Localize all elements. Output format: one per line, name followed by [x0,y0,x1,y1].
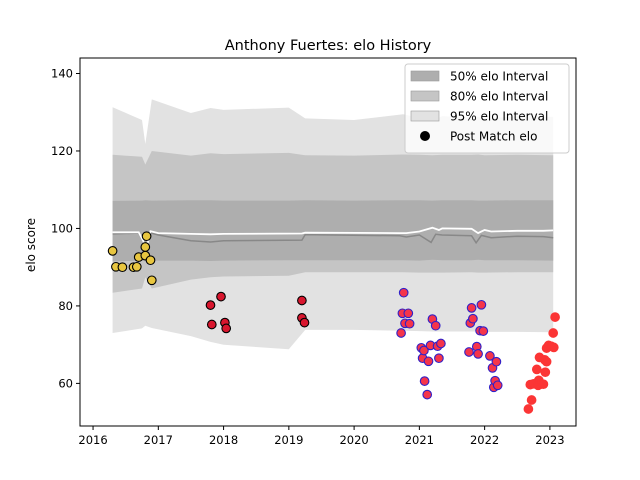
band-50 [112,200,554,262]
match-point [140,242,151,252]
y-axis-label: elo score [24,218,38,272]
legend-box [404,63,570,154]
legend-swatch [410,90,440,102]
post-match-points [107,231,560,414]
match-point [526,395,537,405]
match-point [206,319,217,330]
axes: 2016 2017 2018 2019 2020 2021 2022 2023 60 80 100 1… [51,57,577,447]
match-point [473,349,483,359]
chart-title: Anthony Fuertes: elo History [225,38,432,54]
match-point [423,356,434,367]
match-point [403,308,414,319]
match-point [531,364,542,375]
match-point [523,404,534,414]
match-point [299,317,310,328]
match-point [216,291,226,302]
match-point [485,351,495,361]
match-point [434,353,444,364]
interval-bands [112,99,554,350]
match-point [396,328,406,338]
match-point [117,262,128,273]
x-tick-label: 2022 [470,433,499,447]
legend-label: 80% elo Interval [450,90,548,104]
match-point [221,323,232,334]
legend-label: 95% elo Interval [450,110,548,124]
x-tick-label: 2021 [405,433,434,447]
match-point [466,303,477,313]
y-tick-label: 80 [58,299,73,313]
x-tick-label: 2018 [209,433,238,447]
y-tick-label: 120 [51,144,73,158]
match-point [476,299,487,310]
legend-marker [420,131,430,141]
mean-line [112,231,554,245]
match-point [419,345,429,356]
legend: 50% elo Interval 80% elo Interval 95% elo … [404,63,570,154]
match-point [430,320,441,331]
match-point [541,356,552,367]
x-tick-label: 2019 [274,433,303,447]
match-point [419,376,430,386]
axes-frame [79,57,577,427]
x-tick-label: 2020 [339,433,368,447]
match-point [297,295,307,306]
match-point [550,312,560,322]
match-point [492,380,503,391]
match-point [398,287,409,298]
match-point [548,328,559,338]
match-point [131,261,142,272]
match-point [491,356,502,367]
legend-swatch [410,70,440,82]
legend-label: 50% elo Interval [450,70,548,84]
match-point [205,300,216,310]
legend-label: Post Match elo [450,130,537,144]
x-tick-label: 2017 [144,433,173,447]
y-tick-label: 140 [51,66,73,80]
match-point [107,246,118,256]
x-tick-label: 2016 [78,433,107,447]
match-point [404,318,415,329]
match-point [464,347,474,357]
match-point [141,231,152,242]
match-point [145,255,156,266]
y-tick-label: 100 [51,221,73,235]
match-point [478,326,489,336]
match-point [436,338,446,349]
legend-swatch [410,110,440,122]
x-tick-label: 2023 [535,433,564,447]
match-point [548,342,559,353]
match-point [540,367,551,378]
match-point [422,389,433,400]
y-tick-label: 60 [58,376,73,390]
match-point [468,313,478,324]
match-point [538,379,549,390]
match-point [146,275,157,286]
